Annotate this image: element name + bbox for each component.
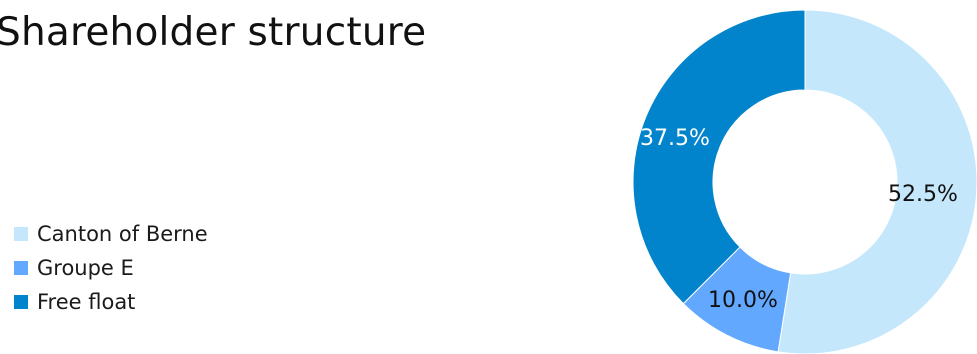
legend-label-groupe-e: Groupe E bbox=[37, 256, 134, 280]
donut-slice-canton-of-berne bbox=[777, 9, 977, 354]
legend-item-free-float: Free float bbox=[14, 290, 208, 314]
legend-swatch-groupe-e bbox=[14, 261, 28, 275]
legend-label-free-float: Free float bbox=[37, 290, 136, 314]
slice-label-canton-of-berne: 52.5% bbox=[888, 182, 958, 207]
legend-label-canton-of-berne: Canton of Berne bbox=[37, 222, 208, 246]
chart-legend: Canton of Berne Groupe E Free float bbox=[14, 224, 208, 326]
donut-slices bbox=[632, 9, 977, 354]
legend-item-canton-of-berne: Canton of Berne bbox=[14, 222, 208, 246]
donut-slice-labels: 52.5% 10.0% 37.5% bbox=[640, 126, 958, 313]
legend-swatch-free-float bbox=[14, 295, 28, 309]
donut-slice-free-float bbox=[632, 9, 806, 305]
legend-swatch-canton-of-berne bbox=[14, 227, 28, 241]
legend-item-groupe-e: Groupe E bbox=[14, 256, 208, 280]
slice-label-free-float: 37.5% bbox=[640, 126, 710, 151]
slice-label-groupe-e: 10.0% bbox=[708, 288, 778, 313]
chart-title: Shareholder structure bbox=[0, 10, 427, 55]
